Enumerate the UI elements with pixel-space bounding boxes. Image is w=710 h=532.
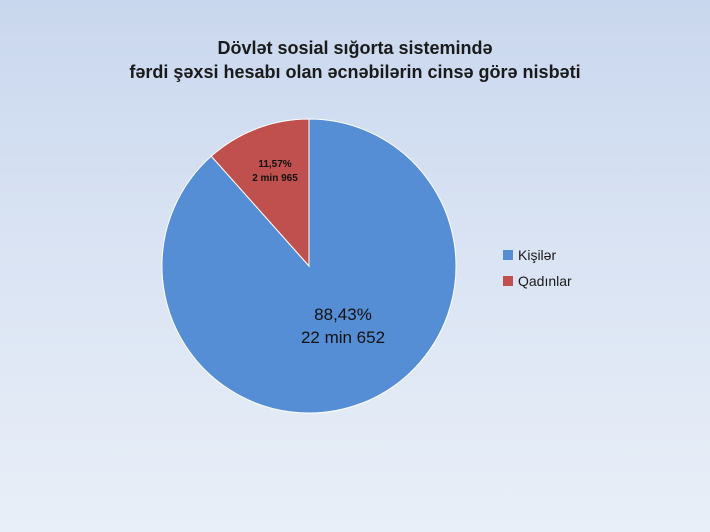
legend-label-kisiler: Kişilər [518, 247, 557, 263]
legend-swatch-qadinlar [503, 276, 513, 286]
pie-slice-qadinlar [210, 118, 310, 268]
pie-slices [161, 118, 457, 414]
legend-label-qadinlar: Qadınlar [518, 273, 572, 289]
slice-label-kisiler-count: 22 min 652 [301, 328, 385, 347]
slice-label-kisiler-percent: 88,43% [314, 305, 372, 324]
slice-label-qadinlar-percent: 11,57% [258, 159, 291, 170]
chart-title-line-2: fərdi şəxsi hesabı olan əcnəbilərin cins… [129, 62, 581, 82]
legend-swatch-kisiler [503, 250, 513, 260]
chart-title-line-1: Dövlət sosial sığorta sistemində [217, 38, 493, 58]
legend-item-qadinlar: Qadınlar [503, 268, 653, 294]
legend-item-kisiler: Kişilər [503, 242, 653, 268]
slice-label-qadinlar-count: 2 min 965 [252, 173, 298, 184]
chart-title: Dövlət sosial sığorta sistemində fərdi ş… [0, 36, 710, 84]
chart-legend: Kişilər Qadınlar [503, 242, 653, 294]
